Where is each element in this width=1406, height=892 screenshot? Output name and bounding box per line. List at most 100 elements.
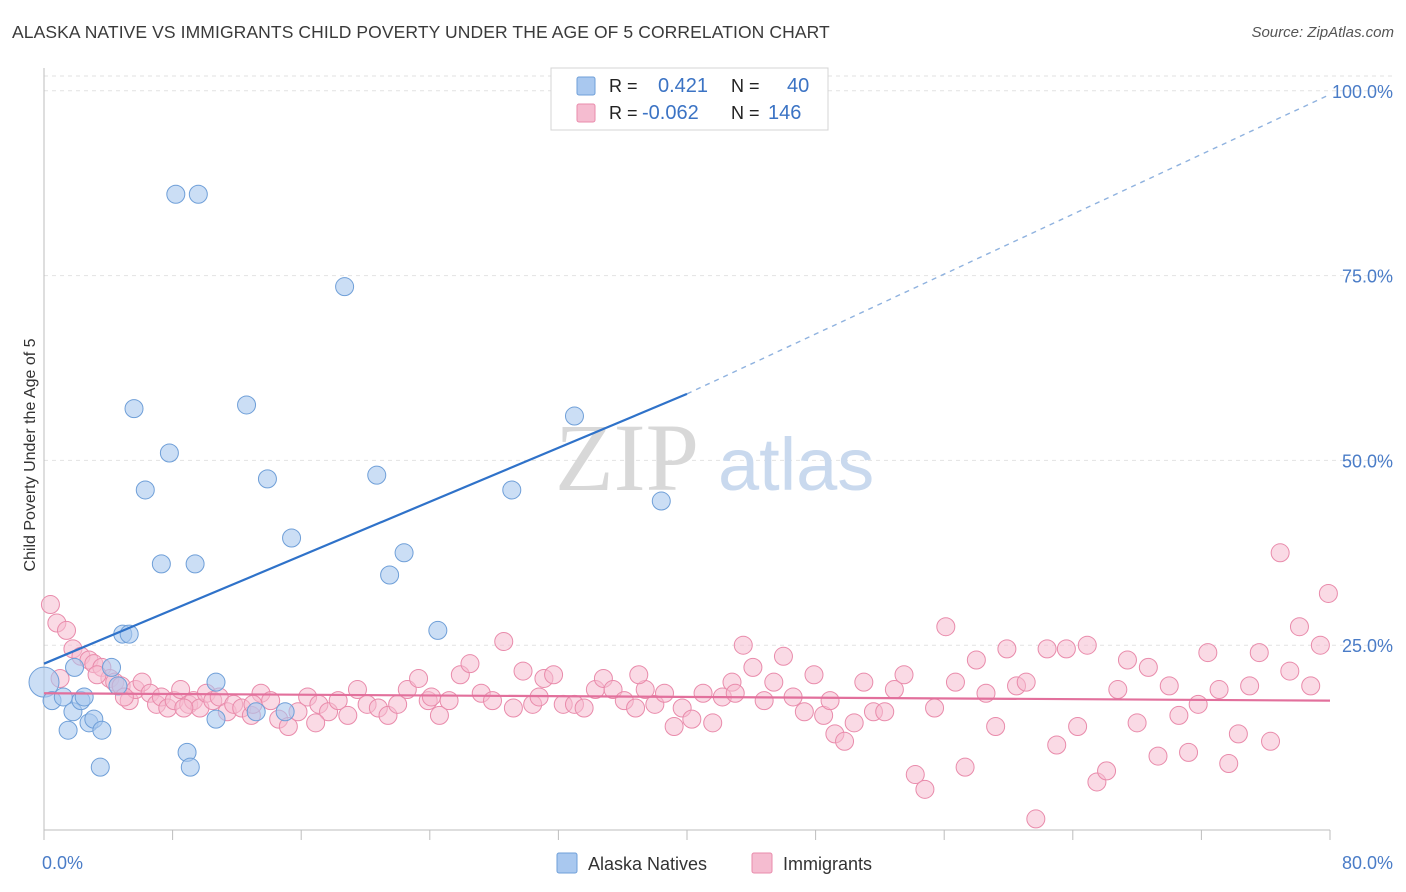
immigrants-point	[1037, 639, 1057, 659]
immigrants-point	[804, 665, 824, 685]
alaska-natives-point	[282, 528, 302, 548]
immigrants-point	[1280, 661, 1300, 681]
immigrants-point	[854, 672, 874, 692]
immigrants-point	[997, 639, 1017, 659]
alaska-natives-point	[188, 184, 208, 204]
alaska-natives-point	[428, 620, 448, 640]
y-axis-label: Child Poverty Under the Age of 5	[22, 338, 39, 571]
alaska-natives-point	[206, 709, 226, 729]
tick-labels: 25.0% 50.0% 75.0% 100.0% 0.0% 80.0%	[42, 82, 1393, 873]
alaska-natives-point	[124, 399, 144, 419]
immigrants-point	[945, 672, 965, 692]
trend-lines	[43, 93, 1331, 702]
immigrants-point	[915, 779, 935, 799]
immigrants-point	[1127, 713, 1147, 733]
immigrants-point	[1179, 742, 1199, 762]
immigrants-point	[682, 709, 702, 729]
immigrants-point	[743, 657, 763, 677]
alaska-natives-point	[335, 277, 355, 297]
immigrants-point	[1108, 680, 1128, 700]
immigrants-point	[429, 705, 449, 725]
grid-lines	[44, 75, 1395, 646]
alaska-natives-point	[90, 757, 110, 777]
legend-n-value-2: 146	[768, 102, 801, 124]
immigrants-point	[754, 691, 774, 711]
legend-label-alaska-natives: Alaska Natives	[588, 854, 707, 874]
immigrants-point	[328, 691, 348, 711]
alaska-natives-point	[65, 657, 85, 677]
alaska-natives-point	[651, 491, 671, 511]
immigrants-point	[905, 765, 925, 785]
legend-swatch-blue	[576, 76, 596, 96]
immigrants-point	[439, 691, 459, 711]
legend-label-immigrants: Immigrants	[783, 854, 872, 874]
alaska-natives-point	[206, 672, 226, 692]
immigrants-point	[966, 650, 986, 670]
immigrants-point	[1117, 650, 1137, 670]
immigrants-point	[1270, 543, 1290, 563]
immigrants-point	[460, 654, 480, 674]
immigrants-point	[703, 713, 723, 733]
immigrants-point	[1301, 676, 1321, 696]
immigrants-point	[1159, 676, 1179, 696]
immigrants-point	[629, 665, 649, 685]
y-tick-label: 75.0%	[1342, 267, 1393, 287]
alaska-natives-point	[180, 757, 200, 777]
legend-r-label-1: R =	[609, 76, 638, 96]
legend-swatch-pink	[576, 103, 596, 123]
y-tick-label: 25.0%	[1342, 636, 1393, 656]
immigrants-point	[1047, 735, 1067, 755]
legend-swatch-alaska-natives	[556, 852, 578, 874]
immigrants-point	[57, 620, 77, 640]
immigrants-point	[693, 683, 713, 703]
alaska-natives-point	[185, 554, 205, 574]
legend-n-label-1: N =	[731, 76, 760, 96]
immigrants-point	[1249, 643, 1269, 663]
x-tick-label: 0.0%	[42, 853, 83, 873]
alaska-natives-point	[275, 702, 295, 722]
legend-swatch-immigrants	[751, 852, 773, 874]
immigrants-point	[503, 698, 523, 718]
immigrants-point	[1077, 635, 1097, 655]
immigrants-point	[664, 717, 684, 737]
immigrants-point	[773, 646, 793, 666]
immigrants-point	[936, 617, 956, 637]
alaska-natives-point	[159, 443, 179, 463]
x-tick-label: 80.0%	[1342, 853, 1393, 873]
alaska-natives-point	[74, 687, 94, 707]
watermark-atlas: atlas	[718, 423, 874, 506]
immigrants-point	[725, 683, 745, 703]
immigrants-point	[1261, 731, 1281, 751]
immigrants-point	[306, 713, 326, 733]
legend-n-label-2: N =	[731, 103, 760, 123]
immigrants-point	[513, 661, 533, 681]
immigrants-point	[1138, 657, 1158, 677]
alaska-natives-point	[166, 184, 186, 204]
source-credit: Source: ZipAtlas.com	[1251, 24, 1394, 41]
immigrants-point	[1318, 583, 1338, 603]
chart-title: ALASKA NATIVE VS IMMIGRANTS CHILD POVERT…	[12, 22, 830, 42]
immigrants-trend-line	[43, 692, 1331, 702]
alaska-natives-point	[108, 676, 128, 696]
alaska-natives-point	[380, 565, 400, 585]
alaska-natives-point	[564, 406, 584, 426]
immigrants-point	[421, 687, 441, 707]
y-tick-label: 100.0%	[1332, 82, 1393, 102]
immigrants-points	[40, 543, 1338, 829]
immigrants-point	[1209, 680, 1229, 700]
immigrants-point	[955, 757, 975, 777]
immigrants-point	[544, 665, 564, 685]
alaska-natives-point	[135, 480, 155, 500]
immigrants-point	[654, 683, 674, 703]
alaska-natives-point	[246, 702, 266, 722]
alaska-natives-trend-extension	[686, 93, 1331, 395]
immigrants-point	[338, 705, 358, 725]
legend-r-label-2: R =	[609, 103, 638, 123]
immigrants-point	[1169, 705, 1189, 725]
alaska-natives-point	[92, 720, 112, 740]
alaska-natives-point	[502, 480, 522, 500]
immigrants-point	[574, 698, 594, 718]
alaska-natives-point	[367, 465, 387, 485]
immigrants-point	[1219, 753, 1239, 773]
alaska-natives-point	[257, 469, 277, 489]
